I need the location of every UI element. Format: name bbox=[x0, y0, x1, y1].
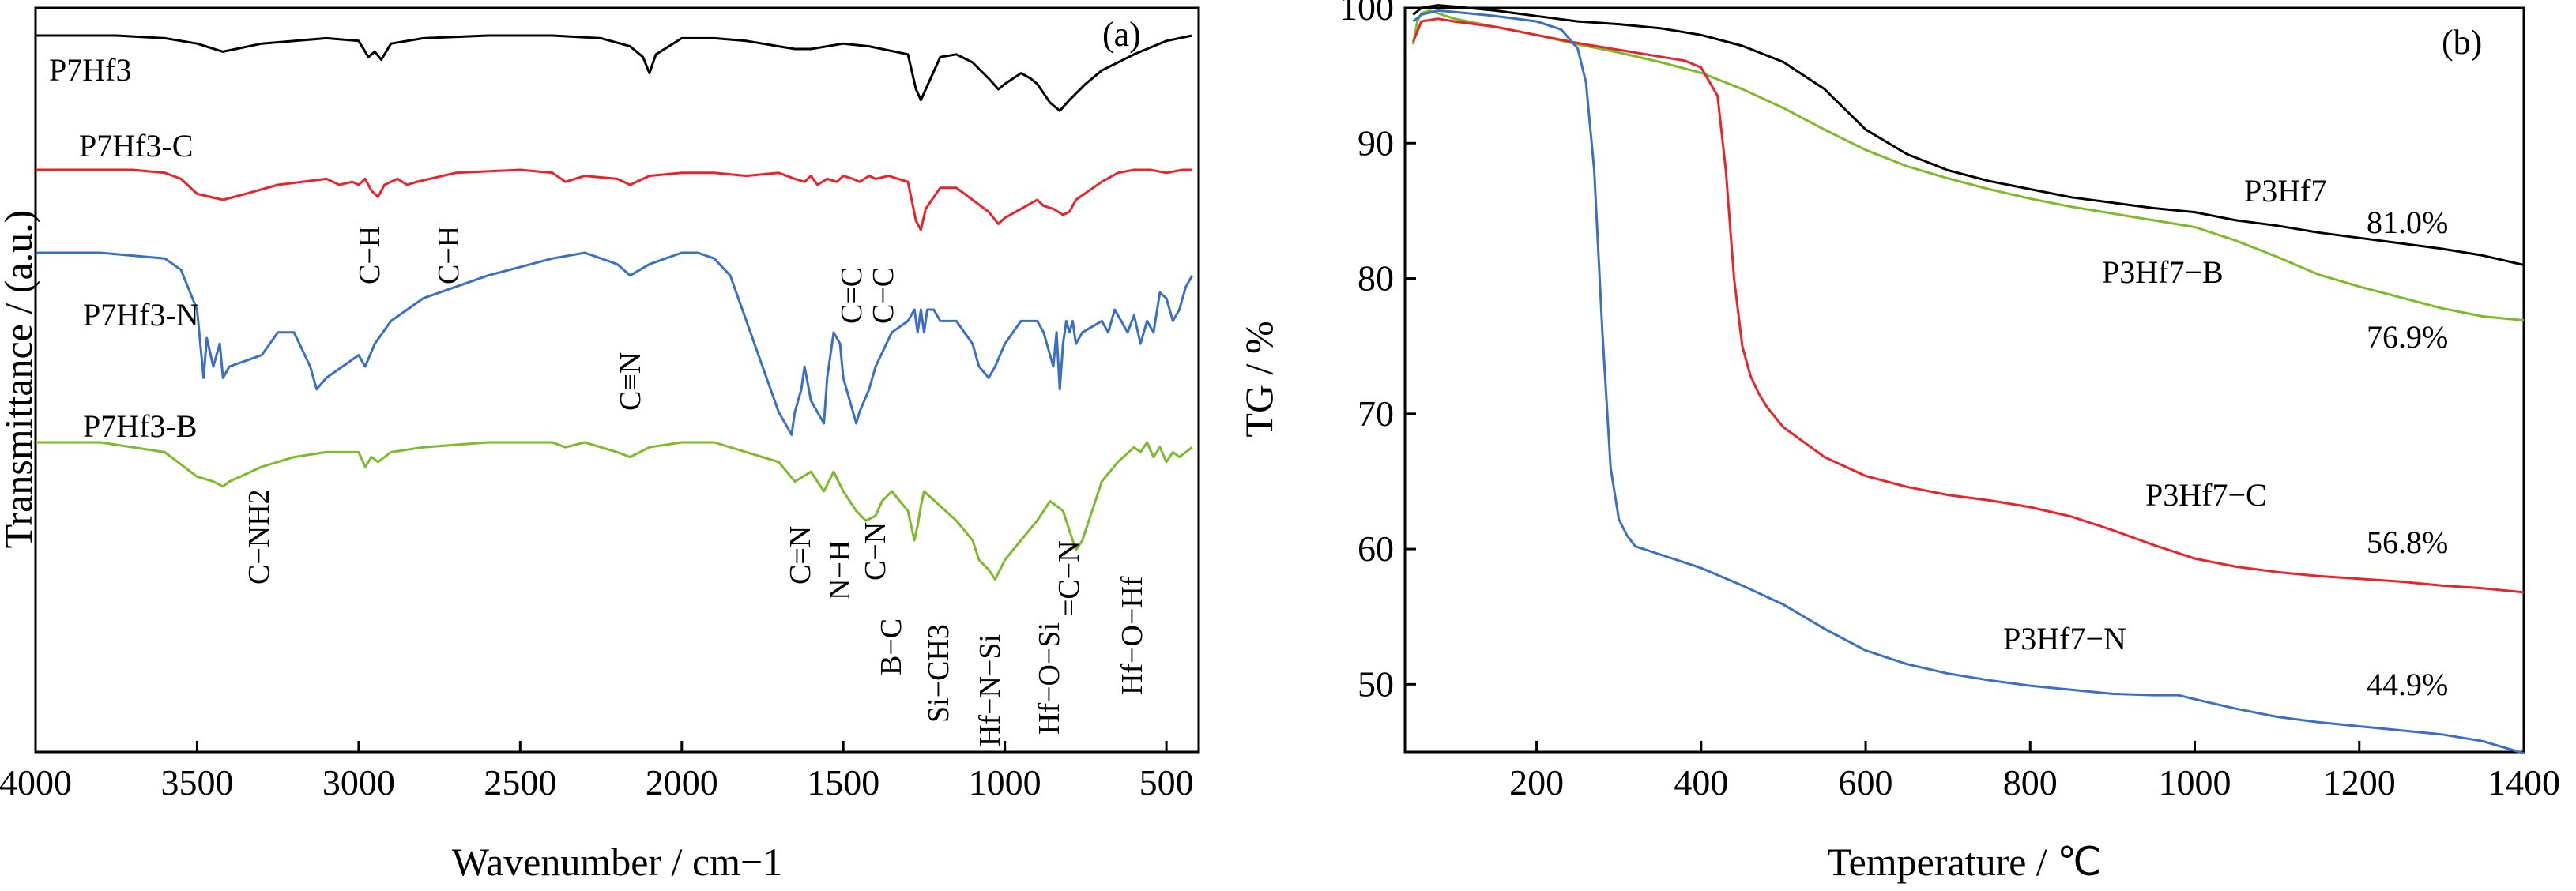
series-line-p7hf3 bbox=[36, 34, 1193, 112]
panel-a-series-labels: P7Hf3 P7Hf3-C P7Hf3-N P7Hf3-B bbox=[49, 52, 199, 444]
panel-b-y-tick-label: 70 bbox=[1358, 393, 1394, 434]
peak-annotation: B−C bbox=[875, 618, 908, 675]
panel-b-series-labels: P3Hf7 81.0% P3Hf7−B 76.9% P3Hf7−C 56.8% P3Hf7−… bbox=[2003, 173, 2448, 702]
peak-annotation: C=N bbox=[784, 526, 817, 585]
panel-b-x-axis-label: Temperature / ℃ bbox=[1828, 840, 2102, 884]
panel-a-x-tick-label: 2500 bbox=[484, 762, 556, 803]
panel-b-x-tick-label: 200 bbox=[1509, 762, 1564, 803]
peak-annotation: C≡N bbox=[614, 352, 647, 411]
panel-a-x-tick-label: 2000 bbox=[646, 762, 718, 803]
peak-annotation: C−N bbox=[859, 522, 892, 581]
peak-annotation: C=C bbox=[835, 267, 868, 324]
series-line-p7hf3-c bbox=[36, 168, 1192, 231]
residual-mass-label-p3hf7-n: 44.9% bbox=[2367, 667, 2448, 702]
residual-mass-label-p3hf7-b: 76.9% bbox=[2367, 319, 2448, 355]
peak-annotation: C−H bbox=[432, 226, 465, 284]
panel-b-x-tick-label: 600 bbox=[1839, 762, 1893, 803]
panel-a-x-ticks: 4000 3500 3000 2500 2000 1500 1000 500 bbox=[0, 741, 1194, 803]
panel-a-frame bbox=[34, 6, 1200, 754]
peak-annotation: N−H bbox=[823, 540, 857, 600]
panel-b-frame bbox=[1403, 6, 2525, 754]
series-line-p7hf3-n bbox=[36, 251, 1194, 436]
panel-a-label: (a) bbox=[1102, 15, 1141, 54]
peak-annotation: Hf−O−Si bbox=[1033, 622, 1066, 735]
peak-annotation: Hf−N−Si bbox=[974, 634, 1007, 746]
series-label-p7hf3-n: P7Hf3-N bbox=[83, 297, 199, 333]
panel-b-x-tick-label: 1400 bbox=[2487, 762, 2560, 803]
panel-b-y-tick-label: 50 bbox=[1358, 664, 1394, 704]
peak-annotation: Hf−O−Hf bbox=[1116, 576, 1149, 695]
series-label-p3hf7-b: P3Hf7−B bbox=[2102, 254, 2224, 290]
series-label-p7hf3-c: P7Hf3-C bbox=[79, 128, 193, 164]
series-label-p3hf7: P3Hf7 bbox=[2244, 173, 2326, 209]
panel-a-x-tick-label: 3500 bbox=[160, 762, 233, 803]
panel-a-x-tick-label: 3000 bbox=[322, 762, 395, 803]
panel-a-series bbox=[36, 34, 1194, 581]
panel-b-x-tick-label: 400 bbox=[1674, 762, 1728, 803]
series-label-p3hf7-n: P3Hf7−N bbox=[2003, 621, 2126, 656]
series-label-p7hf3-b: P7Hf3-B bbox=[83, 408, 197, 444]
peak-annotation: =C−N bbox=[1053, 540, 1086, 616]
panel-b-x-tick-label: 1200 bbox=[2323, 762, 2396, 803]
panel-b-y-axis-label: TG / % bbox=[1237, 321, 1281, 437]
series-line-p7hf3-b bbox=[36, 441, 1193, 581]
panel-a-x-axis-label: Wavenumber / cm−1 bbox=[452, 840, 782, 884]
peak-annotation: C−C bbox=[867, 267, 900, 324]
peak-annotation: Si−CH3 bbox=[922, 624, 955, 723]
panel-b-y-tick-label: 90 bbox=[1358, 122, 1394, 163]
series-line-p3hf7-c bbox=[1412, 17, 2525, 594]
residual-mass-label-p3hf7-c: 56.8% bbox=[2367, 524, 2448, 560]
panel-a-y-axis-label: Transmittance / (a.u.) bbox=[0, 210, 40, 549]
series-label-p3hf7-c: P3Hf7−C bbox=[2145, 477, 2267, 513]
peak-annotation: C−NH2 bbox=[243, 489, 276, 585]
panel-b-x-tick-label: 800 bbox=[2003, 762, 2058, 803]
series-label-p7hf3: P7Hf3 bbox=[49, 52, 131, 88]
series-line-p3hf7 bbox=[1412, 4, 2525, 266]
panel-a: (a) 4000 3500 3000 2500 2000 1500 1000 500 P7Hf… bbox=[0, 6, 1200, 884]
peak-annotation: C−H bbox=[353, 226, 386, 284]
panel-b-x-tick-label: 1000 bbox=[2159, 762, 2231, 803]
panel-a-annotations: C−H C−H C≡N C=CC−C C−NH2 C=N N−H C−N B−C Si−CH3 Hf… bbox=[243, 226, 1149, 746]
series-line-p3hf7-n bbox=[1412, 9, 2525, 755]
panel-a-x-tick-label: 500 bbox=[1139, 762, 1194, 803]
panel-b-series bbox=[1411, 4, 2525, 755]
panel-b-y-tick-label: 60 bbox=[1358, 528, 1394, 569]
panel-b: (b) 200 400 600 800 1000 1200 1400 50 60 70 80 90 10… bbox=[1237, 0, 2560, 884]
panel-a-x-tick-label: 1500 bbox=[807, 762, 879, 803]
panel-a-x-tick-label: 4000 bbox=[0, 762, 72, 803]
residual-mass-label-p3hf7: 81.0% bbox=[2367, 205, 2448, 240]
panel-a-x-tick-label: 1000 bbox=[969, 762, 1041, 803]
panel-b-y-tick-label: 100 bbox=[1339, 0, 1394, 28]
panel-b-label: (b) bbox=[2442, 23, 2482, 62]
panel-b-y-tick-label: 80 bbox=[1358, 258, 1394, 299]
panel-b-ticks: 200 400 600 800 1000 1200 1400 50 60 70 80 90 100 bbox=[1339, 0, 2560, 803]
